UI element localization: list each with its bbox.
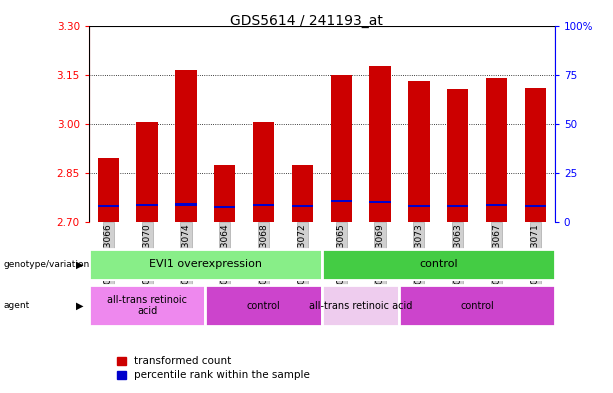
Bar bbox=[175, 70, 197, 222]
Text: GDS5614 / 241193_at: GDS5614 / 241193_at bbox=[230, 14, 383, 28]
FancyBboxPatch shape bbox=[322, 285, 400, 326]
Text: control: control bbox=[460, 301, 494, 310]
Bar bbox=[330, 200, 352, 202]
Text: all-trans retinoic
acid: all-trans retinoic acid bbox=[107, 295, 187, 316]
Bar bbox=[292, 165, 313, 222]
Bar bbox=[486, 204, 507, 206]
Bar bbox=[292, 205, 313, 208]
Legend: transformed count, percentile rank within the sample: transformed count, percentile rank withi… bbox=[117, 356, 310, 380]
Bar bbox=[214, 165, 235, 222]
Text: control: control bbox=[246, 301, 281, 310]
Bar bbox=[137, 122, 158, 222]
Bar bbox=[175, 203, 197, 206]
Text: ▶: ▶ bbox=[76, 301, 83, 311]
Bar bbox=[370, 201, 390, 203]
Bar bbox=[253, 204, 274, 206]
Bar bbox=[137, 204, 158, 206]
Text: ▶: ▶ bbox=[76, 259, 83, 270]
FancyBboxPatch shape bbox=[400, 285, 555, 326]
Bar bbox=[525, 88, 546, 222]
Text: genotype/variation: genotype/variation bbox=[3, 260, 89, 269]
Text: control: control bbox=[419, 259, 458, 269]
Bar bbox=[214, 206, 235, 208]
Bar bbox=[525, 205, 546, 208]
Bar bbox=[486, 78, 507, 222]
Text: all-trans retinoic acid: all-trans retinoic acid bbox=[309, 301, 413, 310]
FancyBboxPatch shape bbox=[89, 249, 322, 280]
FancyBboxPatch shape bbox=[89, 285, 205, 326]
Bar bbox=[447, 89, 468, 222]
Bar bbox=[330, 75, 352, 222]
Bar bbox=[97, 205, 119, 208]
Bar bbox=[253, 122, 274, 222]
Text: agent: agent bbox=[3, 301, 29, 310]
Bar bbox=[447, 205, 468, 208]
Text: EVI1 overexpression: EVI1 overexpression bbox=[149, 259, 262, 269]
FancyBboxPatch shape bbox=[205, 285, 322, 326]
Bar bbox=[370, 66, 390, 222]
Bar bbox=[408, 205, 430, 208]
Bar bbox=[408, 81, 430, 222]
FancyBboxPatch shape bbox=[322, 249, 555, 280]
Bar bbox=[97, 158, 119, 222]
